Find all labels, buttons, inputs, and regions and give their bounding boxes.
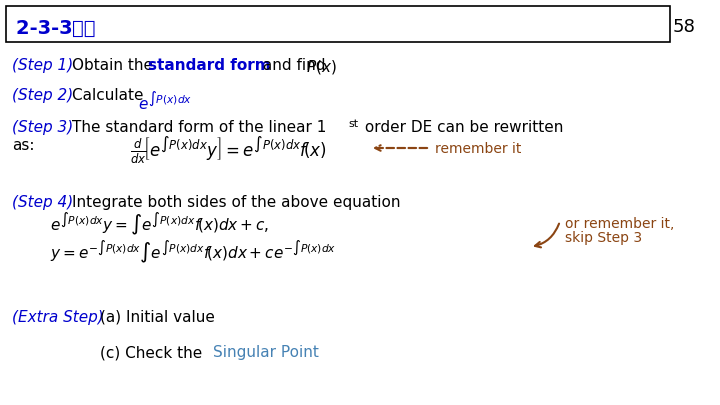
Text: The standard form of the linear 1: The standard form of the linear 1 — [72, 120, 326, 135]
Text: 解法: 解法 — [72, 19, 96, 38]
Text: (Extra Step): (Extra Step) — [12, 310, 109, 325]
Text: Calculate: Calculate — [72, 88, 153, 103]
Text: (Step 4): (Step 4) — [12, 195, 78, 210]
Text: $\frac{d}{dx}\!\left[e^{\int P(x)dx}y\right]=e^{\int P(x)dx}f\!\left(x\right)$: $\frac{d}{dx}\!\left[e^{\int P(x)dx}y\ri… — [130, 134, 326, 166]
Text: 2-3-3: 2-3-3 — [16, 19, 86, 38]
Text: $e^{\int P(x)dx}y=\int e^{\int P(x)dx}f\!\left(x\right)dx+c,$: $e^{\int P(x)dx}y=\int e^{\int P(x)dx}f\… — [50, 211, 269, 238]
Text: 58: 58 — [672, 18, 695, 36]
Text: (a) Initial value: (a) Initial value — [100, 310, 215, 325]
Text: standard form: standard form — [148, 58, 271, 73]
Text: Integrate both sides of the above equation: Integrate both sides of the above equati… — [72, 195, 400, 210]
Text: $e^{\int P(x)dx}$: $e^{\int P(x)dx}$ — [138, 90, 192, 113]
Text: (Step 2): (Step 2) — [12, 88, 78, 103]
Text: (Step 3): (Step 3) — [12, 120, 78, 135]
Text: as:: as: — [12, 138, 35, 153]
Text: st: st — [348, 119, 358, 129]
Text: $P(x)$: $P(x)$ — [306, 58, 337, 76]
Text: order DE can be rewritten: order DE can be rewritten — [360, 120, 563, 135]
Text: (Step 1): (Step 1) — [12, 58, 78, 73]
Text: skip Step 3: skip Step 3 — [565, 231, 642, 245]
FancyBboxPatch shape — [6, 6, 670, 42]
Text: remember it: remember it — [435, 142, 521, 156]
Text: Obtain the: Obtain the — [72, 58, 158, 73]
Text: and find: and find — [258, 58, 330, 73]
Text: $y=e^{-\int P(x)dx}\int e^{\int P(x)dx}f\!\left(x\right)dx+ce^{-\int P(x)dx}$: $y=e^{-\int P(x)dx}\int e^{\int P(x)dx}f… — [50, 239, 336, 266]
Text: (c) Check the: (c) Check the — [100, 345, 207, 360]
Text: or remember it,: or remember it, — [565, 217, 675, 231]
Text: Singular Point: Singular Point — [213, 345, 319, 360]
